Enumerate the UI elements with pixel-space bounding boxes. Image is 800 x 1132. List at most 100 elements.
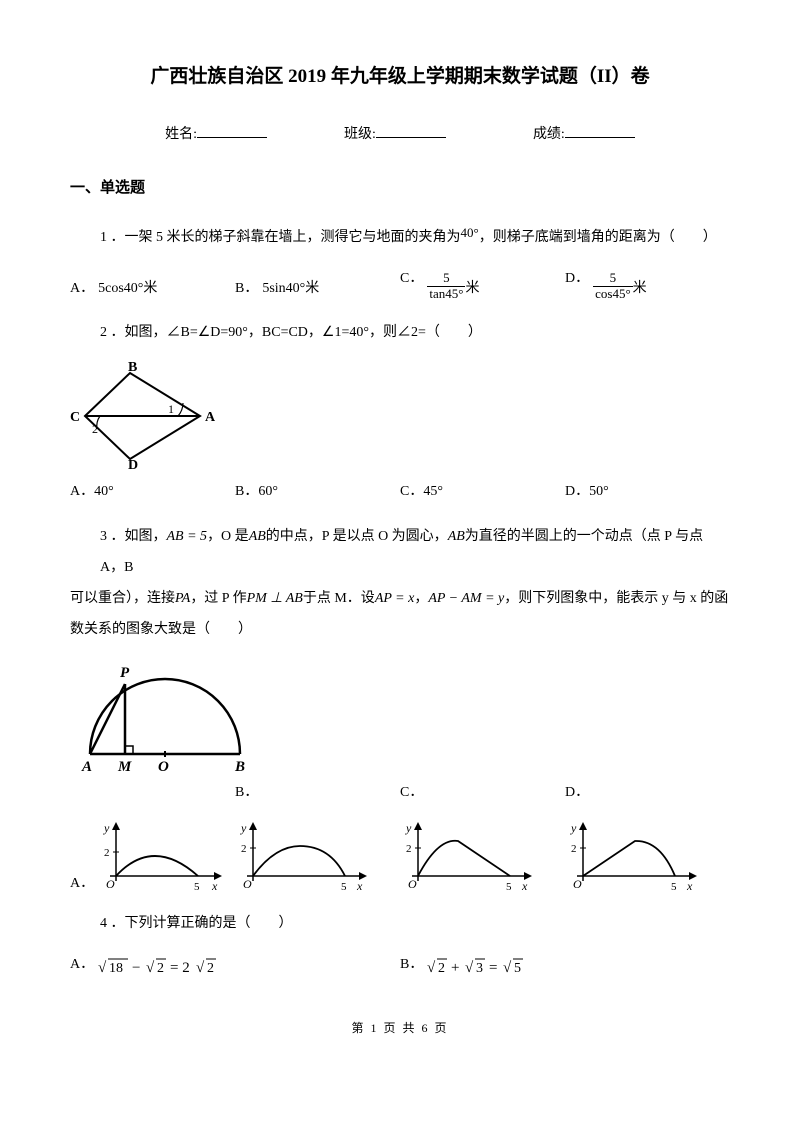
q2-label-a: A xyxy=(205,410,216,425)
opt-a-suf: 米 xyxy=(143,276,157,301)
info-row: 姓名: 班级: 成绩: xyxy=(70,122,730,147)
q2-opt-a: A．40° xyxy=(70,479,235,504)
svg-text:O: O xyxy=(408,877,417,891)
svg-text:O: O xyxy=(243,877,252,891)
q3-graph-c-cell: 2 y 5 x O xyxy=(400,816,565,896)
opt-c-suf: 米 xyxy=(465,276,479,301)
q3-figure: P A M O B xyxy=(70,659,270,774)
svg-text:−: − xyxy=(132,960,140,976)
q4-b-pre: B． xyxy=(400,957,423,972)
q3-pm: PM ⊥ AB xyxy=(247,591,303,606)
q2-label-1: 1 xyxy=(168,402,174,416)
svg-text:√: √ xyxy=(146,960,155,976)
q3-lo: O xyxy=(158,759,169,774)
ga-x: x xyxy=(211,879,218,893)
q3-graph-a: 2 y 5 x O xyxy=(98,816,228,896)
q3-graph-b: 2 y 5 x O xyxy=(235,816,375,896)
q1-angle: 40° xyxy=(461,225,479,240)
q1-opt-d: D． 5 cos45° 米 xyxy=(565,266,730,301)
q3-graph-a-cell: A． 2 y 5 x O xyxy=(70,816,235,896)
question-4: 4 ．下列计算正确的是（ ） xyxy=(100,910,730,938)
svg-text:= 2: = 2 xyxy=(170,960,190,976)
gb-2: 2 xyxy=(241,843,247,855)
opt-d-frac: 5 cos45° xyxy=(593,271,633,301)
ga-2: 2 xyxy=(104,847,110,859)
q3-la-a: A． xyxy=(70,875,94,890)
ga-y: y xyxy=(103,821,110,835)
opt-c-frac: 5 tan45° xyxy=(427,271,465,301)
q3-ab: AB = 5 xyxy=(167,529,208,544)
q3-t2: ，O 是 xyxy=(207,529,249,544)
svg-text:18: 18 xyxy=(109,961,123,976)
opt-d-suf: 米 xyxy=(633,276,647,301)
q1-opt-b: B． 5sin40° 米 xyxy=(235,276,400,301)
q3-lb-d: D． xyxy=(565,780,730,805)
q3-graphs: A． 2 y 5 x O 2 y 5 x O xyxy=(70,816,730,896)
q2-figure: B C A D 1 2 xyxy=(70,361,220,471)
q2-opt-c: C．45° xyxy=(400,479,565,504)
q2-label-b: B xyxy=(128,361,137,375)
ga-5: 5 xyxy=(194,881,200,893)
gc-y: y xyxy=(405,821,412,835)
q1-text: 1 ．一架 5 米长的梯子斜靠在墙上，测得它与地面的夹角为 xyxy=(100,230,461,245)
svg-text:O: O xyxy=(106,877,115,891)
gb-y: y xyxy=(240,821,247,835)
q3-apx: AP = x xyxy=(375,591,415,606)
svg-text:3: 3 xyxy=(476,961,483,976)
page-title: 广西壮族自治区 2019 年九年级上学期期末数学试题（II）卷 xyxy=(70,60,730,94)
svg-text:√: √ xyxy=(196,960,205,976)
opt-b-expr: 5sin40° xyxy=(262,276,305,301)
svg-text:√: √ xyxy=(465,960,474,976)
section-1-heading: 一、单选题 xyxy=(70,175,730,202)
q3-t10: 数关系的图象大致是（ ） xyxy=(70,622,252,637)
q3-t9: ，则下列图象中，能表示 y 与 x 的函 xyxy=(504,591,728,606)
q2-opt-d: D．50° xyxy=(565,479,730,504)
q3-t3: 的中点，P 是以点 O 为圆心， xyxy=(266,529,448,544)
svg-text:√: √ xyxy=(503,960,512,976)
class-blank[interactable] xyxy=(376,123,446,138)
svg-text:2: 2 xyxy=(157,961,164,976)
question-2: 2 ．如图，∠B=∠D=90°，BC=CD，∠1=40°，则∠2=（ ） xyxy=(100,319,730,347)
name-blank[interactable] xyxy=(197,123,267,138)
gc-5: 5 xyxy=(506,881,512,893)
gc-x: x xyxy=(521,879,528,893)
q3-t8: ， xyxy=(414,591,428,606)
score-label: 成绩: xyxy=(533,122,565,147)
q3-apamy: AP − AM = y xyxy=(428,591,504,606)
opt-c-num: 5 xyxy=(427,271,465,286)
q2-d-text: D．50° xyxy=(565,479,609,504)
q3-lm: M xyxy=(117,759,132,774)
svg-text:2: 2 xyxy=(207,961,214,976)
svg-text:=: = xyxy=(489,960,497,976)
svg-text:O: O xyxy=(573,877,582,891)
opt-d-den: cos45° xyxy=(593,287,633,301)
q3-graph-d-cell: 2 y 5 x O xyxy=(565,816,730,896)
gd-y: y xyxy=(570,821,577,835)
q2-b-text: B．60° xyxy=(235,479,278,504)
q1-opt-c: C． 5 tan45° 米 xyxy=(400,266,565,301)
q2-options: A．40° B．60° C．45° D．50° xyxy=(70,479,730,504)
q3-t5: 可以重合），连接 xyxy=(70,591,175,606)
q1-opt-a: A． 5cos40° 米 xyxy=(70,276,235,301)
opt-c-den: tan45° xyxy=(427,287,465,301)
q4-opt-b: B． √2 + √3 = √5 xyxy=(400,952,730,978)
q2-label-d: D xyxy=(128,458,138,471)
question-3: 3 ．如图，AB = 5，O 是AB的中点，P 是以点 O 为圆心，AB为直径的… xyxy=(100,522,730,645)
q3-lb: B xyxy=(234,759,245,774)
q3-ab2: AB xyxy=(249,529,266,544)
class-label: 班级: xyxy=(344,122,376,147)
q3-graph-d: 2 y 5 x O xyxy=(565,816,705,896)
q2-c-text: C．45° xyxy=(400,479,443,504)
q3-la: A xyxy=(81,759,92,774)
q2-a-text: A．40° xyxy=(70,479,114,504)
q2-opt-b: B．60° xyxy=(235,479,400,504)
opt-a-expr: 5cos40° xyxy=(98,276,143,301)
q4-a-expr: √18 − √2 = 2 √2 xyxy=(98,952,238,978)
q4-options: A． √18 − √2 = 2 √2 B． √2 + √3 = √5 xyxy=(70,952,730,978)
score-blank[interactable] xyxy=(565,123,635,138)
gd-5: 5 xyxy=(671,881,677,893)
q3-lp: P xyxy=(120,665,130,681)
svg-text:2: 2 xyxy=(438,961,445,976)
gd-x: x xyxy=(686,879,693,893)
q4-opt-a: A． √18 − √2 = 2 √2 xyxy=(70,952,400,978)
